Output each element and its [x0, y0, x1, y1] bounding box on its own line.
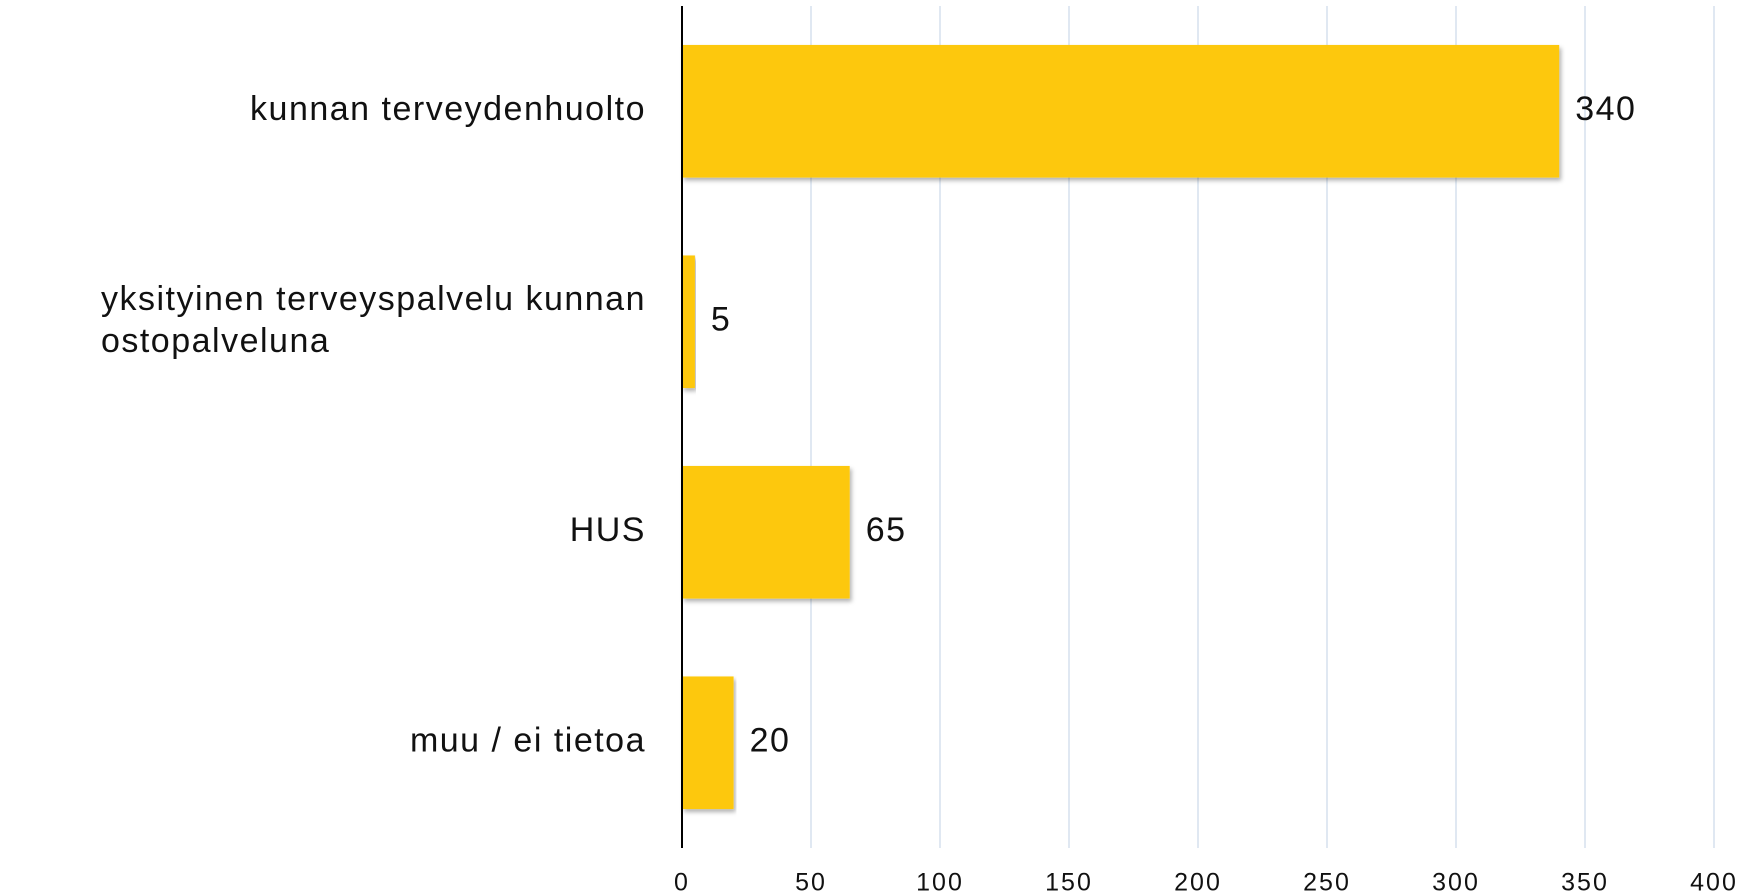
category-label: muu / ei tietoa: [410, 722, 646, 760]
value-label: 5: [711, 301, 731, 339]
category-label: HUS: [570, 511, 646, 549]
bar: [682, 465, 850, 599]
x-tick-label: 350: [1561, 869, 1609, 895]
value-label: 340: [1575, 90, 1636, 128]
category-label: yksityinen terveyspalvelu kunnan ostopalv…: [101, 280, 646, 360]
x-tick-label: 150: [1045, 869, 1093, 895]
bar: [682, 44, 1560, 178]
value-label: 20: [750, 722, 791, 760]
x-tick-label: 200: [1174, 869, 1222, 895]
x-tick-label: 50: [795, 869, 827, 895]
bar: [682, 255, 695, 389]
value-label: 65: [866, 511, 907, 549]
bar: [682, 676, 734, 810]
x-tick-label: 250: [1303, 869, 1351, 895]
x-tick-label: 100: [916, 869, 964, 895]
category-label: kunnan terveydenhuolto: [250, 90, 646, 128]
x-tick-label: 400: [1690, 869, 1738, 895]
x-tick-label: 300: [1432, 869, 1480, 895]
x-tick-label: 0: [674, 869, 690, 895]
